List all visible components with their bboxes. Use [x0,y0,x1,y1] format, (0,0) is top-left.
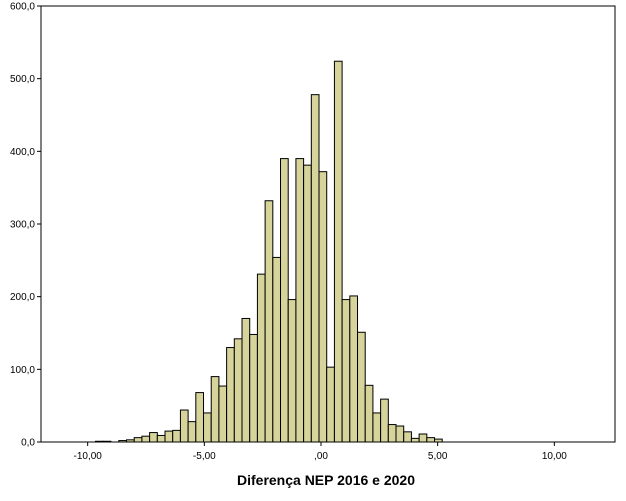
histogram-bar [102,440,112,443]
histogram-bar [272,256,282,443]
y-axis: 0,0 100,0 200,0 300,0 400,0 500,0 600,0 [10,2,41,449]
y-tick-label: 300,0 [10,220,35,231]
histogram-bar [326,366,335,443]
histogram-bar [426,437,436,443]
y-tick-label: 100,0 [10,365,35,376]
x-tick-label: 10,00 [542,451,567,462]
histogram-bar [318,171,328,443]
histogram-bar [395,425,405,443]
y-tick-label: 500,0 [10,74,35,85]
y-tick-label: 200,0 [10,292,35,303]
histogram-bar [403,431,412,443]
histogram-bar [295,158,305,443]
x-axis-title: Diferença NEP 2016 e 2020 [237,472,415,488]
histogram-bar [94,440,104,443]
histogram-bar [357,331,366,443]
histogram-bar [287,299,297,443]
histogram-bar [210,376,220,443]
x-tick-label: ,00 [314,451,328,462]
histogram-bar [226,347,235,443]
histogram-bar [349,295,359,443]
histogram-bar [256,273,266,443]
histogram-bar [418,433,428,443]
histogram-bar [341,299,351,443]
histogram-bar [410,437,420,443]
x-tick-label: -5,00 [193,451,216,462]
histogram-bar [387,424,397,443]
histogram-bar [195,392,205,443]
histogram-bar [303,164,312,443]
histogram-bar [149,432,158,443]
histogram-bar [310,94,320,443]
histogram-bar [133,437,143,443]
histogram-bar [280,158,289,443]
histogram-bar [179,409,189,443]
y-tick-label: 600,0 [10,2,35,13]
histogram-bar [118,440,128,443]
histogram-bar [241,317,251,443]
histogram-bar [249,333,258,443]
histogram-bar [233,338,243,443]
histogram-bar [203,412,212,443]
histogram-bar [172,429,181,443]
y-tick-label: 0,0 [21,438,35,449]
histogram-bar [164,430,174,443]
histogram-bar [364,384,374,443]
histogram-bar [126,439,135,443]
x-tick-label: -10,00 [73,451,102,462]
bars-group [94,60,443,443]
histogram-bar [264,200,274,443]
histogram-bar [434,438,443,443]
histogram-bar [372,412,382,443]
histogram-bar [218,385,228,443]
histogram-bar [141,435,151,443]
histogram-bar [333,60,343,443]
histogram-bar [187,421,197,443]
histogram-bar [156,434,166,443]
y-tick-label: 400,0 [10,147,35,158]
histogram-bar [380,398,389,443]
x-tick-label: 5,00 [428,451,448,462]
x-axis: -10,00 -5,00 ,00 5,00 10,00 [73,442,567,462]
